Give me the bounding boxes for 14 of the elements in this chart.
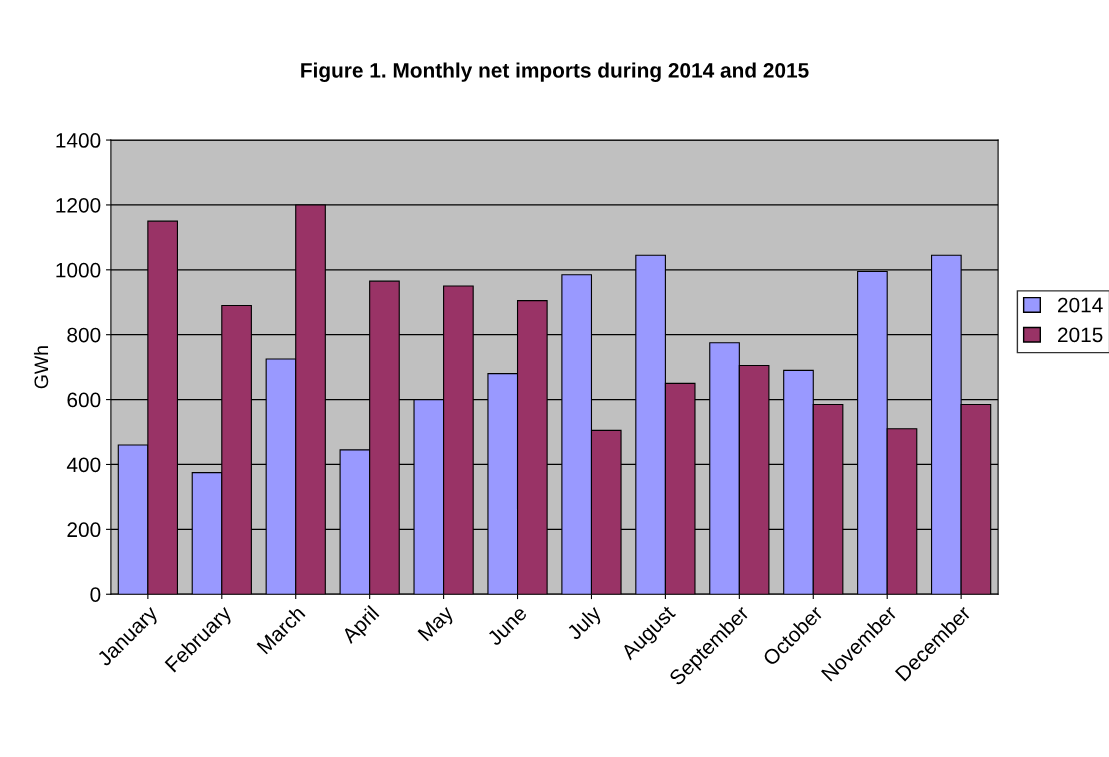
legend-label: 2014	[1058, 297, 1103, 313]
y-tick-label: 400	[66, 457, 101, 473]
y-tick-label: 600	[67, 392, 101, 408]
y-tick-label: 1000	[56, 262, 101, 278]
y-tick-label: 1200	[56, 197, 101, 213]
x-tick-label: May	[417, 604, 458, 645]
x-tick-label: July	[565, 603, 606, 644]
y-tick-label: 800	[67, 327, 101, 343]
chart-title: Figure 1. Monthly net imports during 2014 and 2015	[301, 62, 809, 82]
legend-label: 2015	[1058, 327, 1103, 343]
y-axis-title: GWh	[33, 346, 49, 389]
y-tick-label: 1400	[56, 133, 101, 148]
y-tick-label: 0	[90, 587, 101, 602]
y-tick-label: 200	[67, 522, 101, 538]
